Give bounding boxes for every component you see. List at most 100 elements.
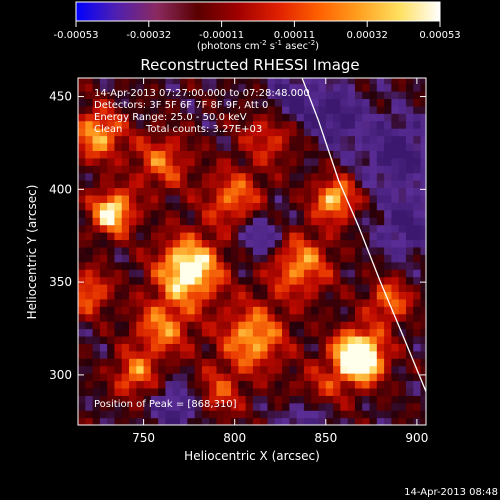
heatmap-cell: [289, 306, 298, 315]
heatmap-cell: [333, 232, 341, 241]
heatmap-cell: [238, 150, 247, 159]
heatmap-cell: [107, 269, 116, 278]
heatmap-cell: [136, 291, 145, 300]
heatmap-cell: [216, 410, 225, 419]
heatmap-cell: [252, 105, 261, 114]
heatmap-cell: [99, 142, 108, 151]
heatmap-cell: [420, 343, 426, 352]
heatmap-cell: [201, 172, 210, 181]
heatmap-cell: [78, 283, 86, 292]
heatmap-cell: [267, 194, 276, 203]
heatmap-cell: [92, 365, 101, 374]
heatmap-cell: [231, 194, 239, 203]
heatmap-cell: [143, 239, 152, 248]
heatmap-cell: [420, 328, 426, 337]
heatmap-cell: [369, 194, 378, 203]
heatmap-cell: [252, 254, 261, 263]
heatmap-cell: [354, 276, 363, 285]
heatmap-cell: [92, 395, 101, 404]
heatmap-cell: [187, 358, 196, 367]
heatmap-cell: [201, 306, 210, 315]
heatmap-cell: [347, 194, 356, 203]
heatmap-cell: [260, 232, 269, 241]
heatmap-cell: [136, 283, 145, 292]
heatmap-cell: [398, 328, 407, 337]
heatmap-cell: [413, 217, 422, 226]
heatmap-cell: [274, 120, 283, 129]
heatmap-cell: [405, 365, 414, 374]
heatmap-cell: [194, 217, 203, 226]
heatmap-cell: [143, 365, 152, 374]
heatmap-cell: [92, 306, 101, 315]
heatmap-cell: [340, 365, 349, 374]
heatmap-cell: [376, 78, 385, 85]
heatmap-cell: [216, 321, 225, 330]
heatmap-cell: [274, 365, 283, 374]
heatmap-cell: [369, 142, 378, 151]
heatmap-cell: [92, 172, 101, 181]
heatmap-cell: [252, 321, 261, 330]
heatmap-cell: [376, 120, 385, 129]
heatmap-cell: [92, 387, 101, 396]
heatmap-cell: [369, 380, 378, 389]
heatmap-cell: [369, 306, 378, 315]
heatmap-cell: [420, 98, 426, 107]
heatmap-cell: [194, 142, 203, 151]
heatmap-cell: [107, 365, 116, 374]
heatmap-cell: [260, 165, 269, 174]
heatmap-cell: [180, 306, 188, 315]
heatmap-cell: [405, 358, 414, 367]
heatmap-cell: [333, 373, 341, 382]
heatmap-cell: [413, 254, 422, 263]
heatmap-cell: [340, 321, 349, 330]
heatmap-cell: [187, 105, 196, 114]
heatmap-cell: [180, 283, 188, 292]
heatmap-cell: [267, 298, 276, 307]
heatmap-cell: [303, 335, 312, 344]
heatmap-cell: [143, 276, 152, 285]
heatmap-cell: [325, 172, 334, 181]
heatmap-cell: [150, 373, 159, 382]
heatmap-cell: [311, 239, 320, 248]
heatmap-cell: [354, 98, 363, 107]
heatmap-cell: [333, 180, 341, 189]
heatmap-cell: [289, 276, 298, 285]
heatmap-cell: [311, 387, 320, 396]
heatmap-cell: [405, 128, 414, 137]
heatmap-cell: [238, 105, 247, 114]
heatmap-cell: [107, 321, 116, 330]
heatmap-cell: [289, 313, 298, 322]
heatmap-cell: [303, 246, 312, 255]
heatmap-cell: [282, 113, 290, 122]
heatmap-cell: [267, 157, 276, 166]
heatmap-cell: [398, 246, 407, 255]
heatmap-cell: [172, 350, 181, 359]
heatmap-cell: [172, 78, 181, 85]
heatmap-cell: [318, 187, 327, 196]
heatmap-cell: [92, 335, 101, 344]
heatmap-cell: [325, 165, 334, 174]
heatmap-cell: [384, 373, 392, 382]
heatmap-cell: [398, 209, 407, 218]
heatmap-cell: [180, 98, 188, 107]
heatmap-cell: [267, 276, 276, 285]
heatmap-cell: [369, 395, 378, 404]
heatmap-cell: [252, 78, 261, 85]
heatmap-cell: [114, 358, 123, 367]
heatmap-cell: [333, 78, 341, 85]
heatmap-cell: [143, 283, 152, 292]
heatmap-cell: [282, 283, 290, 292]
heatmap-cell: [187, 232, 196, 241]
heatmap-cell: [216, 120, 225, 129]
heatmap-cell: [187, 83, 196, 92]
heatmap-cell: [260, 105, 269, 114]
heatmap-cell: [143, 135, 152, 144]
heatmap-cell: [347, 90, 356, 100]
heatmap-cell: [245, 180, 254, 189]
heatmap-cell: [384, 120, 392, 129]
heatmap-cell: [260, 224, 269, 233]
heatmap-cell: [172, 321, 181, 330]
heatmap-cell: [165, 335, 174, 344]
heatmap-cell: [260, 365, 269, 374]
heatmap-cell: [303, 209, 312, 218]
